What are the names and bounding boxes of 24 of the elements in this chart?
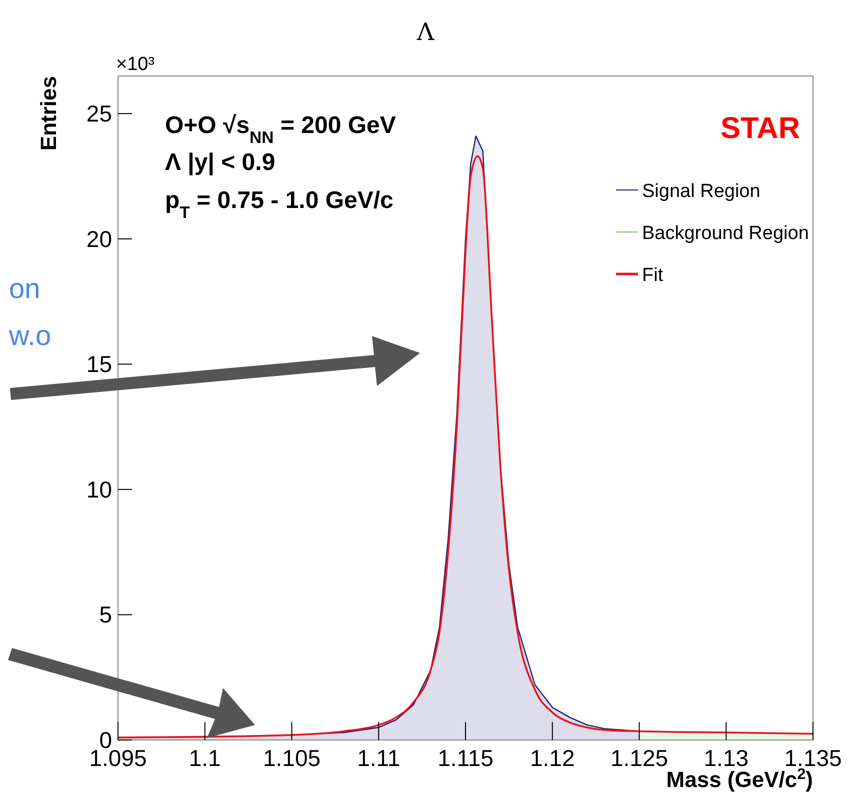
legend-label: Fit: [642, 265, 664, 286]
annotation: O+O √s$_{NN}$ = 200 GeV: [165, 112, 396, 146]
legend-label: Background Region: [642, 223, 809, 244]
y-tick-label: 5: [99, 602, 112, 628]
x-tick-label: 1.1: [188, 745, 221, 771]
legend-label: Signal Region: [642, 181, 760, 202]
text: w.o: [8, 320, 52, 351]
text: on: [9, 273, 40, 304]
annotation: p$_{T}$ = 0.75 - 1.0 GeV/c: [165, 187, 394, 222]
x-tick-label: 1.115: [438, 745, 494, 771]
x-tick-label: 1.105: [262, 745, 321, 771]
x-tick-label: 1.11: [357, 745, 400, 771]
y-tick-label: 15: [86, 351, 112, 378]
y-tick-label: 10: [86, 476, 112, 502]
annotation: STAR: [720, 112, 800, 145]
x-tick-label: 1.125: [610, 745, 668, 771]
y-tick-label: 25: [86, 100, 112, 127]
y-axis-title: Entries: [36, 76, 61, 151]
text: ×10³: [116, 54, 155, 75]
y-tick-label: 20: [86, 226, 112, 252]
chart-title: Λ: [416, 18, 435, 46]
x-tick-label: 1.12: [530, 745, 575, 771]
annotation: Λ |y| < 0.9: [165, 149, 276, 176]
x-tick-label: 1.13: [704, 745, 749, 771]
